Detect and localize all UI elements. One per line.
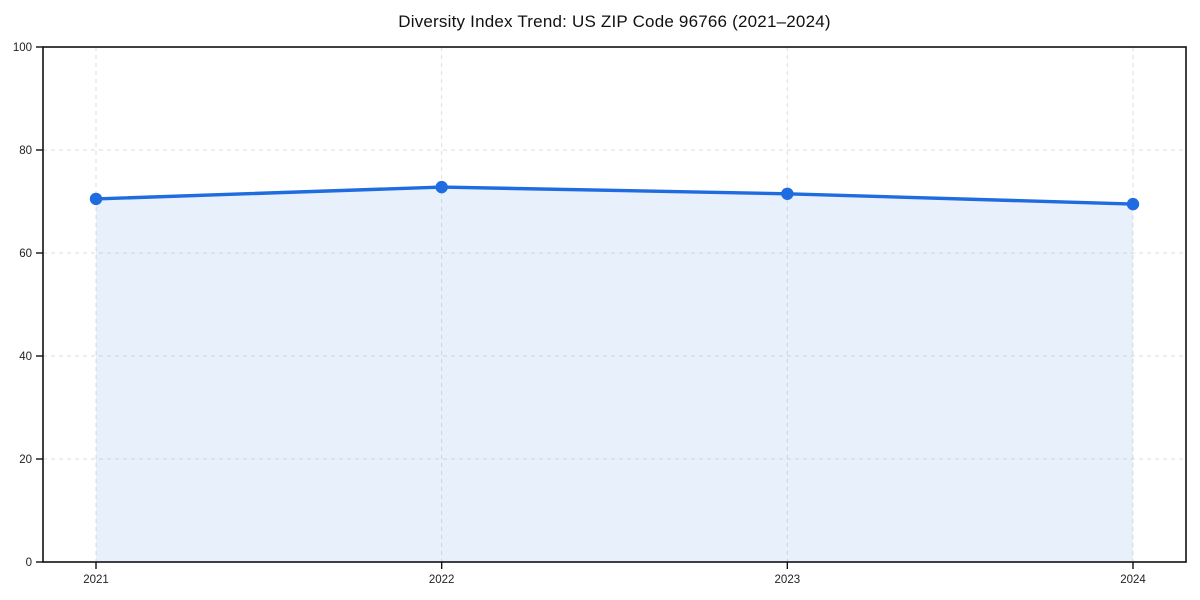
x-tick-label: 2021 (83, 574, 109, 586)
y-tick-label: 40 (19, 351, 32, 363)
data-point-marker[interactable] (89, 192, 103, 206)
y-tick-label: 100 (13, 42, 32, 54)
data-point-marker[interactable] (781, 187, 794, 200)
data-point-marker[interactable] (1126, 197, 1140, 211)
y-tick-label: 0 (26, 557, 32, 569)
data-point-marker[interactable] (435, 180, 448, 194)
trend-line (94, 185, 1135, 206)
area-fill (96, 187, 1133, 562)
y-tick-label: 20 (19, 454, 32, 466)
y-tick-label: 60 (19, 248, 32, 260)
x-tick-label: 2024 (1120, 574, 1146, 586)
chart-title: Diversity Index Trend: US ZIP Code 96766… (398, 12, 831, 31)
x-tick-label: 2022 (429, 574, 455, 586)
plot-frame (42, 46, 1187, 563)
x-tick-label: 2023 (775, 574, 801, 586)
y-tick-label: 80 (19, 145, 32, 157)
